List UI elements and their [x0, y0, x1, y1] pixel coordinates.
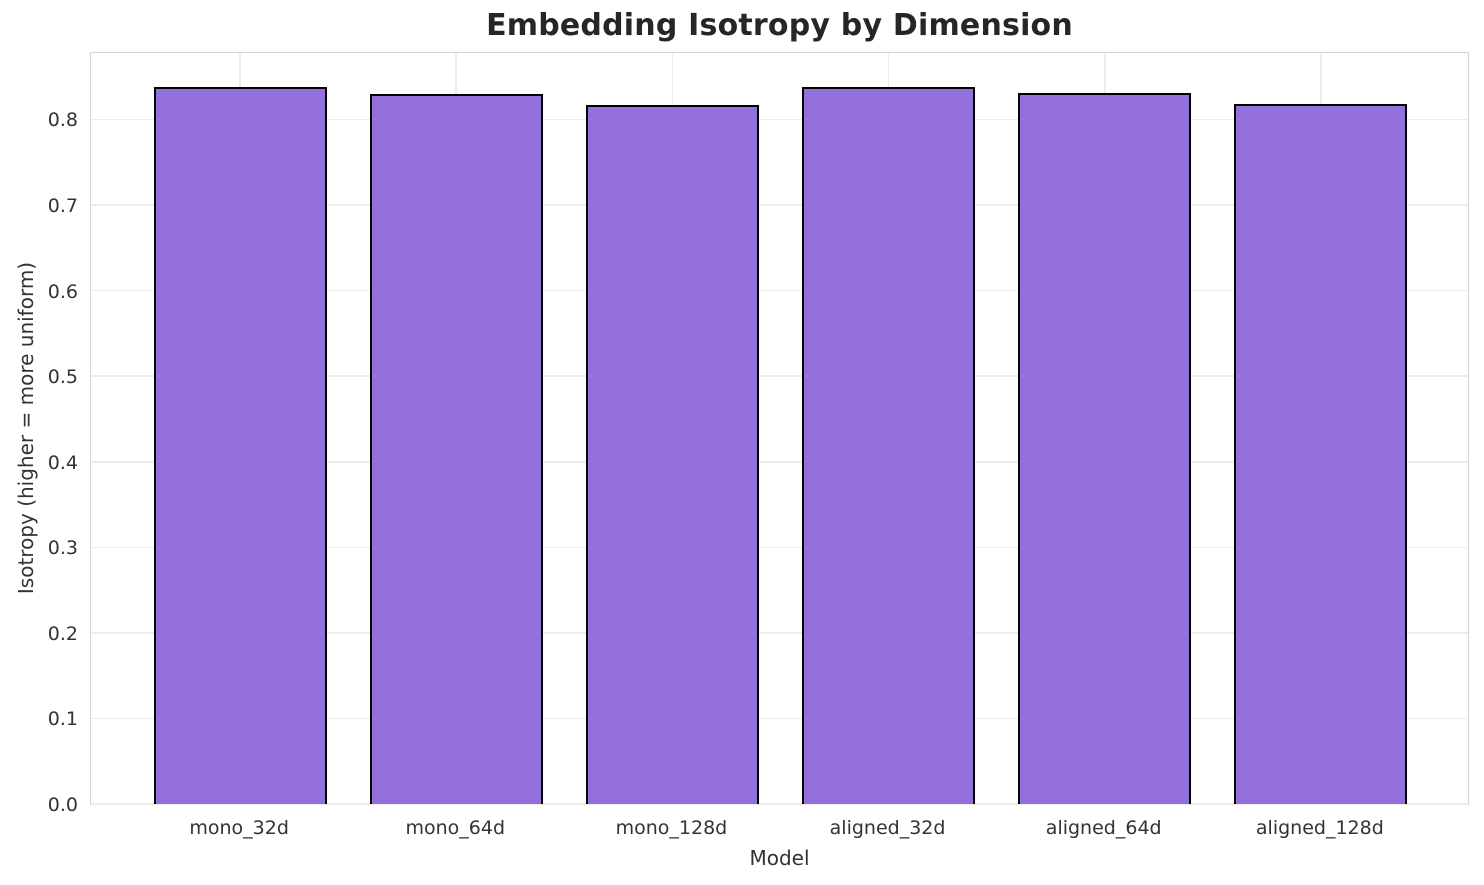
x-tick-label: mono_128d	[615, 817, 728, 839]
h-gridline	[91, 460, 1468, 463]
y-tick-label: 0.1	[47, 708, 78, 731]
h-gridline	[91, 375, 1468, 377]
y-tick-label: 0.4	[47, 451, 78, 474]
h-gridline	[91, 717, 1468, 720]
bar-mono_128d	[585, 104, 759, 804]
h-gridline	[91, 546, 1468, 549]
y-tick-label: 0.0	[47, 794, 78, 816]
bar-aligned_64d	[1018, 92, 1192, 804]
y-tick-label: 0.8	[47, 109, 78, 132]
bar-mono_64d	[369, 93, 543, 804]
bar-aligned_128d	[1234, 104, 1408, 804]
h-gridline	[91, 118, 1468, 121]
y-tick-label: 0.2	[47, 622, 78, 645]
bar-aligned_32d	[802, 86, 976, 804]
y-tick-label: 0.5	[47, 366, 78, 389]
x-axis-label: Model	[749, 846, 810, 870]
y-tick-label: 0.6	[47, 280, 78, 303]
x-tick-label: aligned_64d	[1045, 817, 1162, 839]
h-gridline	[91, 289, 1468, 292]
x-tick-label: mono_64d	[405, 817, 506, 839]
x-tick-label: aligned_128d	[1255, 817, 1384, 839]
y-tick-label: 0.7	[47, 195, 78, 218]
plot-area	[90, 52, 1469, 805]
chart-title: Embedding Isotropy by Dimension	[486, 8, 1073, 43]
h-gridline	[91, 632, 1468, 634]
x-tick-label: mono_32d	[189, 817, 289, 839]
bar-mono_32d	[153, 86, 327, 804]
h-gridline	[91, 204, 1468, 206]
x-tick-label: aligned_32d	[829, 817, 946, 839]
y-tick-label: 0.3	[47, 537, 78, 560]
h-gridline	[91, 803, 1468, 805]
